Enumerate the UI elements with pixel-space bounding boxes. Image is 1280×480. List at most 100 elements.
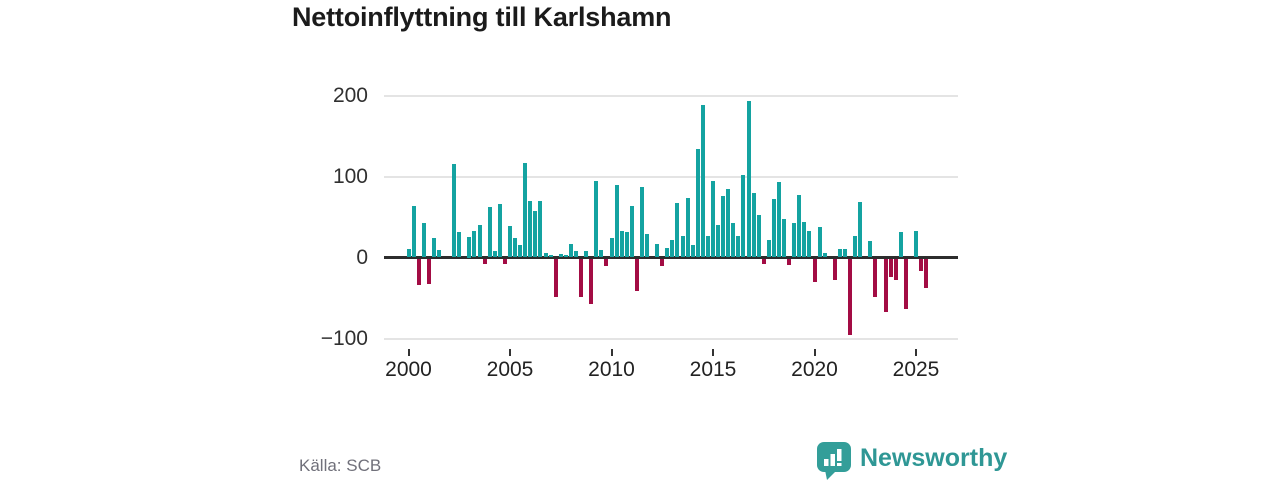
bar-2006-q1 xyxy=(528,200,533,258)
bar-2010-q1 xyxy=(609,238,614,258)
bar-2012-q2 xyxy=(655,243,660,258)
bar-2003-q4 xyxy=(482,259,487,264)
bar-2008-q3 xyxy=(579,259,584,298)
bar-2007-q3 xyxy=(558,254,563,258)
bar-2017-q1 xyxy=(751,192,756,258)
x-axis-label-2020: 2020 xyxy=(791,358,838,381)
bar-2021-q1 xyxy=(832,259,837,281)
bar-2014-q2 xyxy=(695,148,700,258)
bar-2013-q3 xyxy=(680,235,685,258)
bar-2012-q3 xyxy=(660,259,665,267)
brand-name: Newsworthy xyxy=(860,444,1008,472)
bar-2019-q4 xyxy=(807,230,812,258)
bar-2023-q1 xyxy=(873,259,878,298)
bar-2019-q1 xyxy=(792,222,797,258)
bar-2021-q3 xyxy=(842,248,847,258)
bar-2018-q3 xyxy=(782,218,787,258)
bar-2011-q3 xyxy=(639,187,644,258)
bar-2011-q4 xyxy=(645,234,650,258)
bar-2007-q2 xyxy=(553,259,558,298)
bar-2003-q3 xyxy=(477,225,482,258)
x-tick-2015 xyxy=(712,349,714,356)
bar-2003-q2 xyxy=(472,230,477,258)
bar-2021-q2 xyxy=(837,248,842,258)
bar-2020-q2 xyxy=(817,226,822,258)
x-tick-2020 xyxy=(813,349,816,356)
newsworthy-logo: Newsworthy xyxy=(816,441,1007,480)
bar-2017-q3 xyxy=(761,259,766,264)
bar-2004-q2 xyxy=(492,251,497,258)
bar-2017-q4 xyxy=(766,239,771,258)
bar-2024-q3 xyxy=(903,259,908,310)
bar-2020-q3 xyxy=(822,253,827,258)
bar-2010-q3 xyxy=(619,230,624,258)
bar-2025-q2 xyxy=(919,259,924,272)
bar-2005-q4 xyxy=(523,162,528,258)
x-axis-label-2000: 2000 xyxy=(385,358,432,381)
bar-2005-q1 xyxy=(508,225,512,258)
y-axis-label-0: 0 xyxy=(356,246,368,269)
x-axis-label-2025: 2025 xyxy=(892,358,940,381)
bar-2021-q4 xyxy=(848,259,853,336)
bar-2008-q4 xyxy=(584,251,589,258)
bar-2007-q4 xyxy=(563,255,568,258)
chart-title: Nettoinflyttning till Karlshamn xyxy=(292,2,672,32)
bar-2023-q4 xyxy=(888,259,893,277)
bar-2014-q3 xyxy=(700,105,705,258)
y-axis-label-100: 100 xyxy=(332,165,368,188)
bar-2016-q4 xyxy=(746,101,751,258)
bar-2018-q2 xyxy=(776,182,781,258)
x-tick-2005 xyxy=(509,349,511,356)
bar-2004-q3 xyxy=(497,204,502,258)
bar-2015-q3 xyxy=(721,195,726,258)
bar-2014-q4 xyxy=(705,236,710,258)
bar-2003-q1 xyxy=(467,237,472,258)
bar-2013-q2 xyxy=(675,203,680,258)
bar-2015-q4 xyxy=(726,188,731,258)
bar-2002-q3 xyxy=(457,232,462,258)
bar-2025-q3 xyxy=(924,259,929,289)
zero-axis-line xyxy=(384,256,958,259)
bar-2018-q1 xyxy=(771,199,776,258)
bar-2009-q1 xyxy=(589,259,594,304)
bar-2010-q4 xyxy=(624,232,629,258)
bar-2024-q1 xyxy=(893,259,898,281)
bar-2000-q4 xyxy=(421,223,426,258)
bar-2000-q2 xyxy=(411,206,416,258)
bar-2005-q3 xyxy=(518,244,523,258)
y-axis-label-200: 200 xyxy=(332,84,368,107)
bar-2016-q3 xyxy=(741,174,746,258)
bar-2012-q4 xyxy=(665,247,670,258)
bar-2010-q2 xyxy=(614,184,619,258)
bar-2023-q3 xyxy=(883,259,888,312)
x-axis-label-2015: 2015 xyxy=(689,358,737,381)
bar-2006-q4 xyxy=(543,253,548,258)
y-axis-label--100: −100 xyxy=(320,327,368,350)
x-axis-label-2005: 2005 xyxy=(486,358,534,381)
bar-2006-q3 xyxy=(538,200,543,258)
x-tick-2010 xyxy=(610,349,613,356)
bar-2011-q1 xyxy=(629,206,634,258)
x-tick-2025 xyxy=(915,349,917,356)
bar-2011-q2 xyxy=(634,259,639,292)
x-axis-label-2010: 2010 xyxy=(588,358,635,381)
bar-2022-q1 xyxy=(853,235,858,258)
bar-2015-q1 xyxy=(711,181,715,258)
bar-2000-q1 xyxy=(406,248,411,258)
bar-2013-q4 xyxy=(685,198,690,258)
source-label: Källa: SCB xyxy=(299,456,382,475)
bar-2001-q1 xyxy=(426,259,431,285)
bar-2000-q3 xyxy=(416,259,421,285)
bar-2008-q2 xyxy=(573,251,578,258)
gridline-200 xyxy=(384,94,958,97)
bar-2019-q2 xyxy=(797,195,802,258)
bar-2019-q3 xyxy=(802,221,807,258)
newsworthy-icon xyxy=(816,441,853,480)
bar-2008-q1 xyxy=(568,243,573,258)
bar-2004-q1 xyxy=(487,207,492,258)
bar-2018-q4 xyxy=(787,259,792,266)
bar-2015-q2 xyxy=(716,225,721,258)
bar-2007-q1 xyxy=(548,255,553,258)
